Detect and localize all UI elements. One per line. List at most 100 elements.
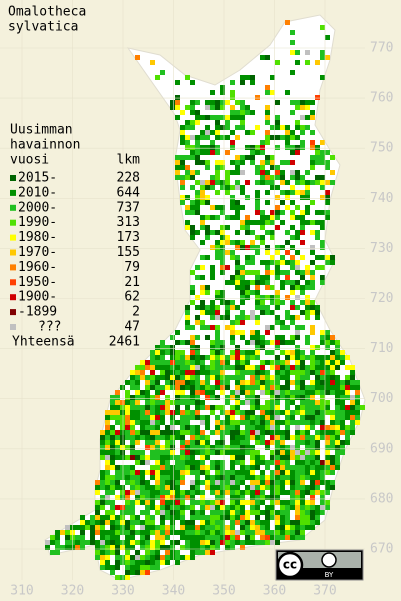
cell bbox=[235, 530, 240, 535]
cell bbox=[270, 485, 275, 490]
cell bbox=[80, 520, 85, 525]
cell bbox=[240, 545, 245, 550]
cell bbox=[180, 470, 185, 475]
cell bbox=[260, 365, 265, 370]
cell bbox=[185, 405, 190, 410]
cell bbox=[135, 365, 140, 370]
cell bbox=[180, 360, 185, 365]
cell bbox=[120, 420, 125, 425]
cell bbox=[215, 425, 220, 430]
cell bbox=[320, 410, 325, 415]
cell bbox=[255, 195, 260, 200]
cell bbox=[205, 390, 210, 395]
cell bbox=[180, 545, 185, 550]
cell bbox=[205, 150, 210, 155]
cell bbox=[105, 420, 110, 425]
cell bbox=[275, 500, 280, 505]
cell bbox=[200, 480, 205, 485]
cell bbox=[240, 510, 245, 515]
cell bbox=[255, 530, 260, 535]
cell bbox=[125, 555, 130, 560]
cell bbox=[230, 465, 235, 470]
cell bbox=[235, 385, 240, 390]
cell bbox=[280, 260, 285, 265]
cell bbox=[295, 265, 300, 270]
cell bbox=[170, 335, 175, 340]
cell bbox=[205, 475, 210, 480]
cell bbox=[155, 540, 160, 545]
cell bbox=[160, 510, 165, 515]
cell bbox=[290, 225, 295, 230]
cell bbox=[285, 505, 290, 510]
cell bbox=[195, 440, 200, 445]
cell bbox=[160, 370, 165, 375]
cell bbox=[170, 530, 175, 535]
cell bbox=[205, 365, 210, 370]
cell bbox=[225, 490, 230, 495]
cell bbox=[295, 100, 300, 105]
cell bbox=[175, 540, 180, 545]
cell bbox=[275, 100, 280, 105]
cell bbox=[105, 560, 110, 565]
cell bbox=[200, 200, 205, 205]
cell bbox=[65, 525, 70, 530]
cell bbox=[330, 360, 335, 365]
cell bbox=[160, 385, 165, 390]
cell bbox=[205, 335, 210, 340]
cell bbox=[325, 195, 330, 200]
cell bbox=[300, 130, 305, 135]
cell bbox=[325, 160, 330, 165]
cell bbox=[285, 520, 290, 525]
cell bbox=[170, 475, 175, 480]
cell bbox=[170, 490, 175, 495]
cell bbox=[210, 350, 215, 355]
cell bbox=[305, 185, 310, 190]
cell bbox=[230, 535, 235, 540]
cell bbox=[150, 470, 155, 475]
cell bbox=[245, 530, 250, 535]
cell bbox=[125, 525, 130, 530]
cell bbox=[140, 420, 145, 425]
cell bbox=[230, 350, 235, 355]
cell bbox=[220, 315, 225, 320]
cell bbox=[150, 450, 155, 455]
cell bbox=[220, 465, 225, 470]
cell bbox=[285, 515, 290, 520]
cell bbox=[255, 500, 260, 505]
cell bbox=[315, 440, 320, 445]
cell bbox=[160, 435, 165, 440]
cell bbox=[240, 365, 245, 370]
cell bbox=[85, 525, 90, 530]
cell bbox=[305, 525, 310, 530]
cell bbox=[265, 520, 270, 525]
cell bbox=[285, 275, 290, 280]
cell bbox=[115, 560, 120, 565]
cell bbox=[200, 535, 205, 540]
cell bbox=[225, 215, 230, 220]
cell bbox=[320, 415, 325, 420]
cell bbox=[245, 360, 250, 365]
cell bbox=[210, 515, 215, 520]
cell bbox=[310, 245, 315, 250]
cell bbox=[80, 540, 85, 545]
cell bbox=[175, 160, 180, 165]
cell bbox=[325, 435, 330, 440]
cell bbox=[290, 380, 295, 385]
cell bbox=[145, 505, 150, 510]
cell bbox=[335, 415, 340, 420]
cell bbox=[230, 115, 235, 120]
cell bbox=[180, 400, 185, 405]
cell bbox=[235, 365, 240, 370]
cell bbox=[255, 145, 260, 150]
cell bbox=[190, 400, 195, 405]
cell bbox=[155, 420, 160, 425]
cell bbox=[215, 150, 220, 155]
cell bbox=[195, 415, 200, 420]
cell bbox=[225, 280, 230, 285]
cell bbox=[190, 435, 195, 440]
cell bbox=[275, 355, 280, 360]
cell bbox=[145, 570, 150, 575]
cell bbox=[215, 105, 220, 110]
cell bbox=[250, 145, 255, 150]
cell bbox=[155, 405, 160, 410]
